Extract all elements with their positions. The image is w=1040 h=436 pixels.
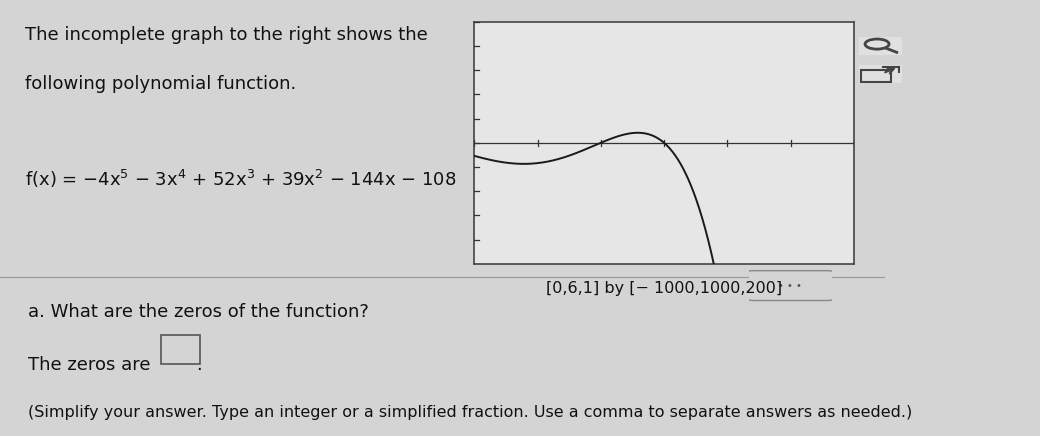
Text: (Simplify your answer. Type an integer or a simplified fraction. Use a comma to : (Simplify your answer. Type an integer o… xyxy=(28,405,912,420)
Text: • • •: • • • xyxy=(779,281,802,290)
FancyBboxPatch shape xyxy=(161,335,201,364)
Text: following polynomial function.: following polynomial function. xyxy=(25,75,295,93)
Text: The incomplete graph to the right shows the: The incomplete graph to the right shows … xyxy=(25,26,427,44)
Text: f(x) = $-$4x$^5$ $-$ 3x$^4$ + 52x$^3$ + 39x$^2$ $-$ 144x $-$ 108: f(x) = $-$4x$^5$ $-$ 3x$^4$ + 52x$^3$ + … xyxy=(25,168,457,190)
Text: [0,6,1] by [− 1000,1000,200]: [0,6,1] by [− 1000,1000,200] xyxy=(546,281,782,296)
Text: .: . xyxy=(196,356,202,374)
Text: a. What are the zeros of the function?: a. What are the zeros of the function? xyxy=(28,303,368,321)
Text: The zeros are: The zeros are xyxy=(28,356,156,374)
FancyBboxPatch shape xyxy=(747,271,834,300)
